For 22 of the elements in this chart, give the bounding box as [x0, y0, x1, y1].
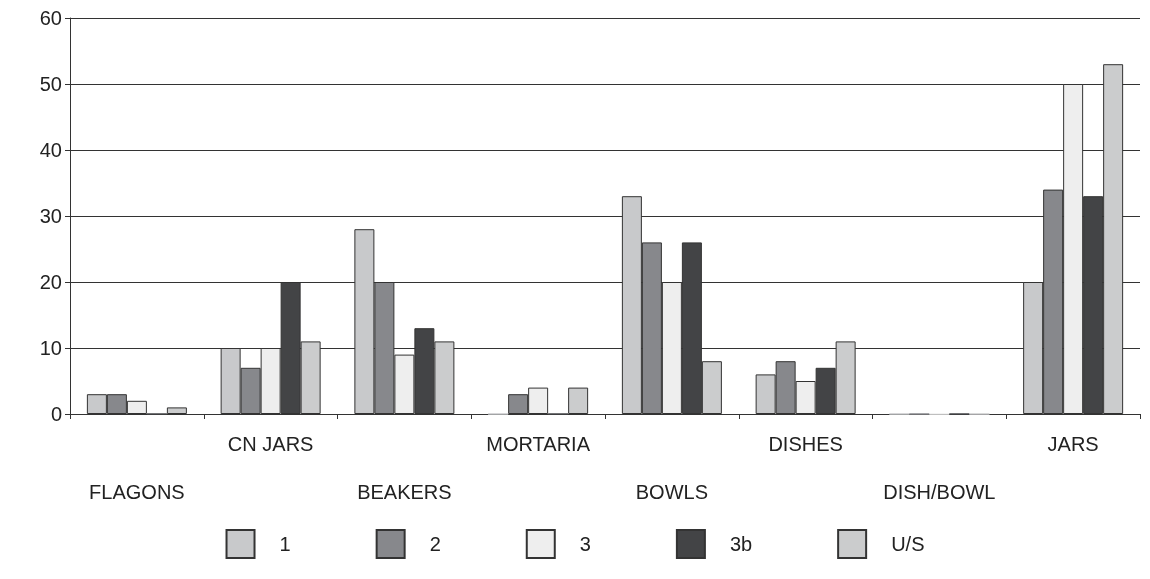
bar: [166, 407, 187, 414]
y-tick-label: 30: [39, 205, 62, 227]
y-tick-label: 0: [50, 403, 62, 425]
legend-label: 2: [429, 533, 441, 555]
x-tick-label: MORTARIA: [486, 433, 591, 455]
x-tick-label: FLAGONS: [89, 481, 185, 503]
y-tick-label: 40: [39, 139, 62, 161]
legend-label: 3b: [729, 533, 753, 555]
legend-label: U/S: [891, 533, 925, 555]
bar: [568, 387, 589, 414]
x-tick-label: BOWLS: [635, 481, 708, 503]
x-tick-label: DISHES: [768, 433, 843, 455]
x-tick-label: BEAKERS: [357, 481, 452, 503]
legend-label: 1: [279, 533, 291, 555]
y-tick-label: 60: [39, 7, 62, 29]
x-tick-label: DISH/BOWL: [883, 481, 996, 503]
x-tick-label: JARS: [1047, 433, 1099, 455]
x-tick-label: CN JARS: [227, 433, 314, 455]
legend-label: 3: [579, 533, 591, 555]
y-tick-label: 50: [39, 73, 62, 95]
y-tick-label: 10: [39, 337, 62, 359]
y-tick-label: 20: [39, 271, 62, 293]
